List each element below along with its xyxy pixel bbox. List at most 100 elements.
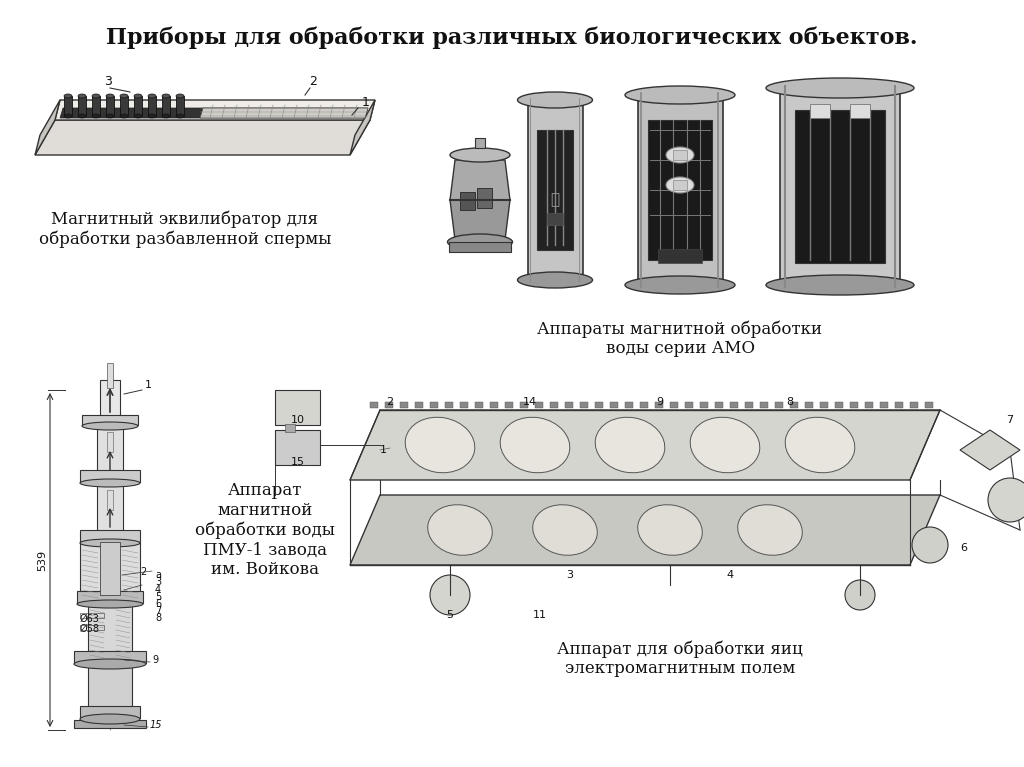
Bar	[106, 96, 114, 116]
Bar	[580, 402, 588, 408]
Bar	[880, 402, 888, 408]
Polygon shape	[35, 100, 60, 155]
Bar	[460, 402, 468, 408]
Bar	[595, 402, 603, 408]
Text: Аппарат
магнитной
обработки воды
ПМУ-1 завода
им. Войкова: Аппарат магнитной обработки воды ПМУ-1 з…	[195, 482, 335, 578]
Bar	[490, 402, 498, 408]
Bar	[275, 430, 319, 465]
Bar	[92, 96, 100, 116]
Text: 3: 3	[566, 570, 573, 580]
Text: Ø58: Ø58	[80, 624, 100, 634]
Bar	[162, 96, 170, 116]
Text: 10: 10	[291, 415, 305, 425]
Text: Ø63: Ø63	[80, 614, 100, 624]
Bar	[415, 402, 423, 408]
Bar	[97, 482, 123, 540]
Bar	[477, 188, 492, 208]
Bar	[780, 88, 900, 285]
Ellipse shape	[80, 539, 140, 547]
Ellipse shape	[447, 234, 512, 250]
Text: 1: 1	[362, 96, 370, 109]
Ellipse shape	[428, 505, 493, 555]
Bar	[850, 402, 858, 408]
Bar	[80, 542, 140, 600]
Ellipse shape	[625, 86, 735, 104]
Bar	[910, 402, 918, 408]
Bar	[106, 363, 113, 388]
Ellipse shape	[80, 714, 140, 724]
Bar	[805, 402, 813, 408]
Ellipse shape	[134, 94, 142, 98]
Bar	[74, 651, 146, 663]
Bar	[370, 402, 378, 408]
Bar	[610, 402, 618, 408]
Bar	[745, 402, 753, 408]
Bar	[535, 402, 543, 408]
Bar	[449, 242, 511, 252]
Ellipse shape	[120, 114, 128, 118]
Ellipse shape	[500, 417, 569, 472]
Bar	[106, 432, 113, 452]
Polygon shape	[350, 100, 375, 155]
Bar	[850, 104, 870, 118]
Polygon shape	[450, 160, 510, 200]
Bar	[77, 591, 143, 603]
Bar	[528, 100, 583, 280]
Text: 9: 9	[152, 655, 158, 665]
Text: 8: 8	[786, 397, 794, 407]
Text: Аппараты магнитной обработки
воды серии АМО: Аппараты магнитной обработки воды серии …	[538, 320, 822, 357]
Ellipse shape	[80, 479, 140, 487]
Polygon shape	[350, 410, 940, 480]
Text: 11: 11	[534, 610, 547, 620]
Ellipse shape	[176, 114, 184, 118]
Bar	[120, 96, 128, 116]
Bar	[670, 402, 678, 408]
Bar	[565, 402, 573, 408]
Bar	[715, 402, 723, 408]
Ellipse shape	[106, 94, 114, 98]
Bar	[88, 603, 132, 660]
Ellipse shape	[450, 148, 510, 162]
Ellipse shape	[134, 114, 142, 118]
Bar	[475, 402, 483, 408]
Ellipse shape	[176, 94, 184, 98]
Ellipse shape	[638, 505, 702, 555]
Bar	[685, 402, 693, 408]
Ellipse shape	[766, 78, 914, 98]
Text: 9: 9	[656, 397, 664, 407]
Bar	[82, 415, 138, 425]
Bar	[655, 402, 663, 408]
Bar	[537, 130, 573, 250]
Bar	[625, 402, 633, 408]
Bar	[106, 490, 113, 510]
Bar	[74, 720, 146, 728]
Text: Аппарат для обработки яиц
электромагнитным полем: Аппарат для обработки яиц электромагнитн…	[557, 640, 803, 677]
Bar	[80, 625, 104, 630]
Bar	[100, 542, 120, 595]
Bar	[648, 120, 712, 260]
Ellipse shape	[595, 417, 665, 472]
Ellipse shape	[162, 94, 170, 98]
Bar	[100, 380, 120, 420]
Text: 5: 5	[446, 610, 454, 620]
Bar	[78, 96, 86, 116]
Bar	[895, 402, 903, 408]
Ellipse shape	[532, 505, 597, 555]
Bar	[88, 663, 132, 715]
Text: 2: 2	[140, 567, 146, 577]
Bar	[658, 249, 702, 263]
Bar	[775, 402, 783, 408]
Text: 8: 8	[155, 613, 161, 623]
Bar	[865, 402, 873, 408]
Bar	[148, 96, 156, 116]
Text: Приборы для обработки различных биологических объектов.: Приборы для обработки различных биологич…	[106, 27, 918, 49]
Circle shape	[912, 527, 948, 563]
Ellipse shape	[63, 114, 72, 118]
Bar	[63, 96, 72, 116]
Ellipse shape	[666, 147, 694, 163]
Text: 539: 539	[37, 549, 47, 571]
Bar	[640, 402, 648, 408]
Circle shape	[845, 580, 874, 610]
Bar	[820, 402, 828, 408]
Ellipse shape	[625, 276, 735, 294]
